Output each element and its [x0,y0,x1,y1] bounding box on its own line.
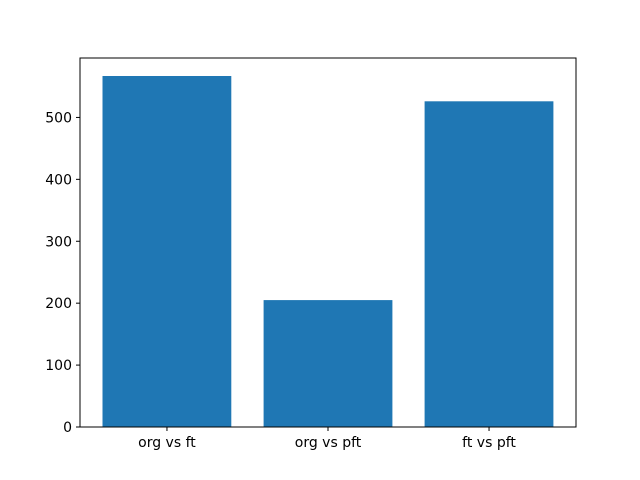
xtick-label-0: org vs ft [138,435,196,451]
ytick-label-2: 200 [45,296,72,312]
xtick-group: org vs ft org vs pft ft vs pft [138,427,516,451]
bar-0 [102,76,232,427]
ytick-label-0: 0 [63,420,72,436]
ytick-label-1: 100 [45,358,72,374]
ytick-label-4: 400 [45,172,72,188]
xtick-label-1: org vs pft [295,435,362,451]
xtick-label-2: ft vs pft [462,435,516,451]
bar-2 [424,101,554,428]
ytick-label-5: 500 [45,110,72,126]
ytick-label-3: 300 [45,234,72,250]
bar-1 [263,300,393,427]
bars-group [102,76,554,428]
ytick-group: 0 100 200 300 400 500 [45,110,80,436]
